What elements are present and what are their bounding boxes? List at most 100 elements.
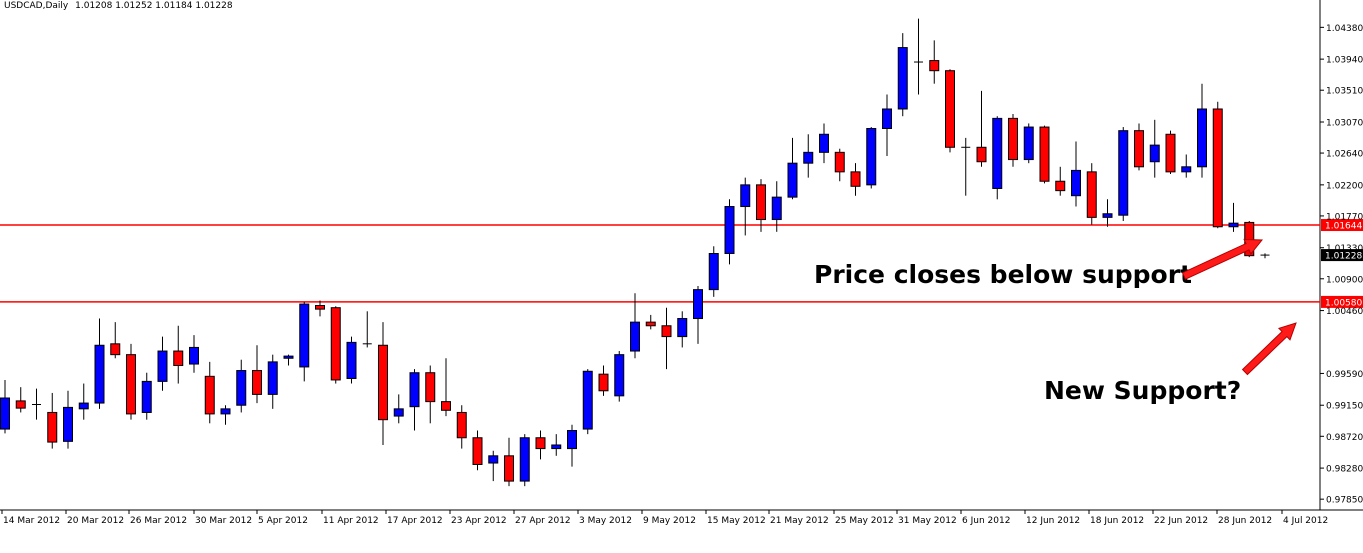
time-tick-label: 15 May 2012 — [707, 516, 766, 526]
level-price-tag — [1321, 295, 1363, 308]
candle — [346, 336, 357, 384]
candle-body — [0, 397, 10, 430]
chart-title: USDCAD,Daily 1.01208 1.01252 1.01184 1.0… — [4, 1, 233, 11]
time-tick-label: 18 Jun 2012 — [1090, 516, 1144, 526]
candle — [1134, 123, 1144, 171]
candle-body — [15, 400, 26, 409]
time-tick-label: 23 Apr 2012 — [451, 516, 507, 526]
candle — [771, 181, 782, 232]
candle — [393, 394, 404, 424]
candle — [914, 18, 923, 95]
price-tick-label: 1.03940 — [1326, 56, 1363, 66]
candle-body — [1023, 126, 1034, 161]
candle-body — [1134, 130, 1144, 168]
time-tick-label: 17 Apr 2012 — [387, 516, 443, 526]
candle — [488, 450, 499, 482]
candle — [472, 430, 483, 471]
candle — [1008, 114, 1018, 167]
candle-body — [582, 370, 593, 430]
candle-body — [441, 401, 451, 411]
candle — [362, 311, 372, 348]
candle-body — [1008, 117, 1018, 161]
candle — [15, 387, 26, 413]
candle-body — [110, 343, 121, 356]
candle-body — [409, 372, 420, 408]
candle-body — [425, 372, 436, 403]
candle-body — [94, 344, 105, 404]
candle-body — [236, 370, 247, 406]
candle — [582, 369, 593, 435]
candle — [32, 388, 41, 420]
candle-body — [1118, 130, 1129, 216]
candle — [598, 365, 609, 396]
price-tick-label: 1.03510 — [1326, 87, 1363, 97]
candle — [882, 94, 892, 156]
time-tick-label: 14 Mar 2012 — [3, 516, 60, 526]
candle — [630, 293, 640, 359]
candle-body — [740, 184, 751, 208]
candle-body — [535, 437, 546, 450]
candle-body — [756, 184, 766, 221]
candle-body — [1071, 169, 1081, 197]
price-tick-label: 0.99150 — [1326, 402, 1363, 412]
candle-body — [267, 361, 278, 395]
candle-body — [1197, 108, 1207, 168]
candle — [220, 405, 231, 425]
candle — [645, 314, 656, 330]
candle-body — [1212, 108, 1223, 228]
time-tick-label: 6 Jun 2012 — [962, 516, 1010, 526]
candle — [126, 343, 136, 420]
candle-body — [141, 380, 152, 413]
candle-body — [1181, 166, 1192, 173]
candle-body — [78, 402, 89, 410]
candle — [378, 322, 388, 445]
candle-body — [504, 455, 514, 482]
candle-body — [630, 321, 640, 352]
candle — [897, 33, 908, 117]
candle — [724, 199, 735, 265]
candle-body — [598, 373, 609, 392]
candle-body — [551, 444, 562, 450]
current-price-label: 1.01228 — [1325, 252, 1362, 262]
time-tick-label: 5 Apr 2012 — [258, 516, 308, 526]
time-tick-label: 28 Jun 2012 — [1218, 516, 1272, 526]
candle-body — [519, 437, 530, 482]
candle — [1228, 202, 1239, 232]
support-lines: 1.01644 1.00580 — [0, 219, 1363, 308]
candle-body — [1102, 213, 1113, 218]
annotation-new-support: New Support? — [1044, 376, 1241, 405]
time-tick-label: 30 Mar 2012 — [195, 516, 252, 526]
candle-body — [204, 375, 215, 415]
candle — [1197, 83, 1207, 178]
current-price-tag — [1321, 249, 1363, 262]
price-tick-label: 1.01770 — [1326, 212, 1363, 222]
candle-body — [283, 355, 294, 359]
candle — [535, 430, 546, 460]
candle-body — [771, 196, 782, 221]
time-tick-label: 12 Jun 2012 — [1026, 516, 1080, 526]
price-tick-label: 1.04380 — [1326, 24, 1363, 34]
time-tick-label: 26 Mar 2012 — [130, 516, 187, 526]
price-axis: 1.04380 1.03940 1.03510 1.03070 1.02640 1.022… — [1320, 24, 1363, 506]
candle-body — [1055, 180, 1066, 192]
candle — [834, 148, 845, 182]
candle — [787, 137, 798, 200]
candle — [63, 390, 73, 449]
candle-body — [992, 117, 1003, 189]
candle — [94, 318, 105, 409]
candle — [1212, 101, 1223, 229]
candle — [1181, 154, 1192, 178]
ohlc-header: 1.01208 1.01252 1.01184 1.01228 — [75, 1, 233, 11]
candle — [803, 134, 814, 178]
candle-body — [1165, 133, 1176, 173]
candle — [425, 365, 436, 424]
candle-body — [126, 354, 136, 415]
candle-body — [472, 437, 483, 465]
candle-body — [1228, 222, 1239, 228]
time-tick-label: 9 May 2012 — [643, 516, 696, 526]
candle — [1086, 163, 1097, 225]
candle-body — [708, 252, 719, 291]
candle-body — [63, 406, 73, 442]
candle — [614, 351, 625, 402]
candle-body — [897, 47, 908, 110]
